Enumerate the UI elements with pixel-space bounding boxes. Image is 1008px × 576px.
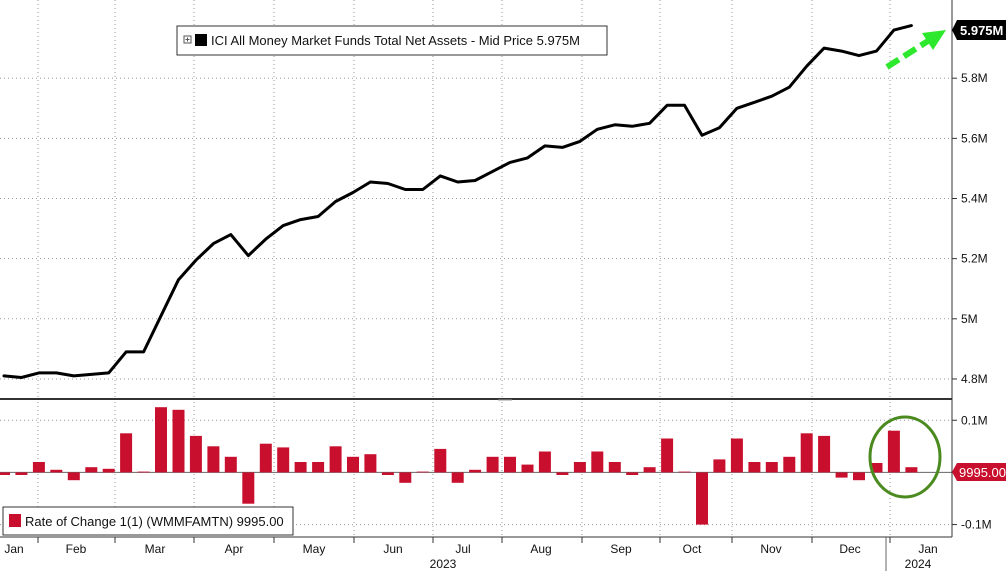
rate-of-change-bar: [189, 435, 202, 473]
rate-of-change-bar: [469, 469, 482, 473]
rate-of-change-bar: [800, 433, 813, 473]
x-month-label: Jul: [455, 542, 470, 556]
rate-of-change-bar: [50, 469, 63, 473]
rate-of-change-bar: [347, 456, 359, 473]
rate-of-change-bar: [887, 430, 900, 473]
rate-of-change-bar: [416, 471, 429, 473]
lower-legend[interactable]: Rate of Change 1(1) (WMMFAMTN) 9995.00: [2, 506, 294, 536]
rate-of-change-bar: [783, 456, 796, 473]
rate-of-change-bar: [730, 438, 743, 473]
rate-of-change-bar: [137, 471, 150, 473]
rate-of-change-bar: [85, 467, 98, 473]
x-month-label: Jun: [383, 542, 402, 556]
upper-y-tick-label: 5.4M: [961, 192, 988, 206]
upper-y-tick-label: 5M: [961, 312, 978, 326]
rate-of-change-bar: [434, 448, 447, 473]
rate-of-change-bar: [224, 456, 237, 473]
upper-y-tick-label: 5.2M: [961, 252, 988, 266]
x-month-label: Sep: [610, 542, 632, 556]
rate-of-change-bar: [451, 472, 464, 483]
rate-of-change-bar: [207, 446, 220, 473]
x-month-label: Oct: [683, 542, 702, 556]
rate-of-change-bar: [329, 446, 342, 473]
lower-y-ticks: 0.1M -0.1M: [952, 413, 992, 532]
rate-of-change-bar: [818, 435, 831, 473]
x-month-label: Aug: [530, 542, 551, 556]
rate-of-change-bar: [905, 467, 918, 473]
upper-y-tick-label: 4.8M: [961, 372, 988, 386]
x-month-label: Jan: [918, 542, 937, 556]
rate-of-change-bar: [381, 472, 394, 475]
lower-panel-grid: [0, 402, 952, 535]
lower-last-value: 9995.00: [959, 465, 1006, 480]
rate-of-change-bar: [504, 456, 516, 473]
rate-of-change-bar: [172, 409, 185, 473]
upper-last-value: 5.975M: [960, 23, 1003, 38]
rate-of-change-bar: [678, 471, 691, 473]
x-month-label: Apr: [225, 542, 244, 556]
rate-of-change-bar: [608, 462, 621, 473]
x-month-label: Feb: [66, 542, 87, 556]
rate-of-change-bar: [573, 462, 586, 473]
upper-last-value-tag: 5.975M: [952, 20, 1006, 40]
rate-of-change-bar: [713, 459, 726, 473]
rate-of-change-bar: [696, 472, 708, 525]
rate-of-change-bar: [661, 438, 674, 473]
rate-of-change-bar: [486, 456, 499, 473]
x-month-label: Nov: [760, 542, 781, 556]
rate-of-change-bar: [643, 467, 656, 473]
lower-last-value-tag: 9995.00: [952, 463, 1006, 481]
rate-of-change-bar: [155, 407, 167, 473]
rate-of-change-bar: [0, 472, 10, 475]
x-axis-ticks: Jan Feb Mar Apr May Jun Jul Aug Sep Oct Nov Dec Jan2…: [4, 537, 938, 571]
rate-of-change-bar: [556, 472, 569, 475]
x-month-label: May: [303, 542, 326, 556]
upper-panel-grid: [0, 0, 952, 397]
lower-y-tick-label: 0.1M: [961, 413, 988, 427]
rate-of-change-bar: [835, 472, 848, 478]
rate-of-change-bar: [15, 472, 28, 475]
rate-of-change-bar: [748, 462, 761, 473]
x-month-label: Mar: [145, 542, 166, 556]
legend-toggle-icon[interactable]: [183, 35, 192, 44]
rate-of-change-bar: [32, 462, 45, 473]
lower-y-tick-label: -0.1M: [961, 518, 992, 532]
upper-legend[interactable]: ICI All Money Market Funds Total Net Ass…: [176, 25, 608, 56]
rate-of-change-bar: [765, 462, 778, 473]
x-year-label: 2023: [430, 557, 457, 571]
rate-of-change-bar: [242, 472, 255, 504]
upper-legend-label: ICI All Money Market Funds Total Net Ass…: [211, 33, 580, 48]
x-month-label: Dec: [839, 542, 860, 556]
rate-of-change-bar: [591, 451, 604, 473]
rate-of-change-bar: [853, 472, 865, 481]
rate-of-change-bar: [870, 463, 883, 473]
upper-y-tick-label: 5.8M: [961, 71, 988, 85]
rate-of-change-bar: [277, 447, 290, 473]
rate-of-change-bar: [538, 451, 551, 473]
rate-of-change-bar: [312, 462, 325, 473]
x-month-label: Jan: [4, 542, 23, 556]
rate-of-change-bar: [521, 464, 534, 473]
rate-of-change-bars: [0, 407, 918, 525]
rate-of-change-bar: [102, 468, 115, 473]
upper-y-ticks: 4.8M 5M 5.2M 5.4M 5.6M 5.8M: [952, 71, 988, 386]
uptrend-arrow-icon: [885, 30, 946, 70]
rate-of-change-bar: [399, 472, 412, 483]
total-net-assets-line: [2, 24, 913, 379]
upper-y-tick-label: 5.6M: [961, 131, 988, 145]
rate-of-change-bar: [626, 472, 639, 475]
rate-of-change-bar: [67, 472, 80, 481]
lower-legend-label: Rate of Change 1(1) (WMMFAMTN) 9995.00: [25, 514, 284, 529]
rate-of-change-bar: [364, 454, 377, 473]
legend-swatch-black: [195, 34, 207, 46]
rate-of-change-bar: [120, 433, 133, 473]
x-year-label: 2024: [905, 557, 932, 571]
legend-swatch-red: [9, 514, 21, 527]
rate-of-change-bar: [259, 443, 272, 473]
rate-of-change-bar: [294, 462, 307, 473]
recent-bars-highlight-circle: [868, 415, 942, 499]
